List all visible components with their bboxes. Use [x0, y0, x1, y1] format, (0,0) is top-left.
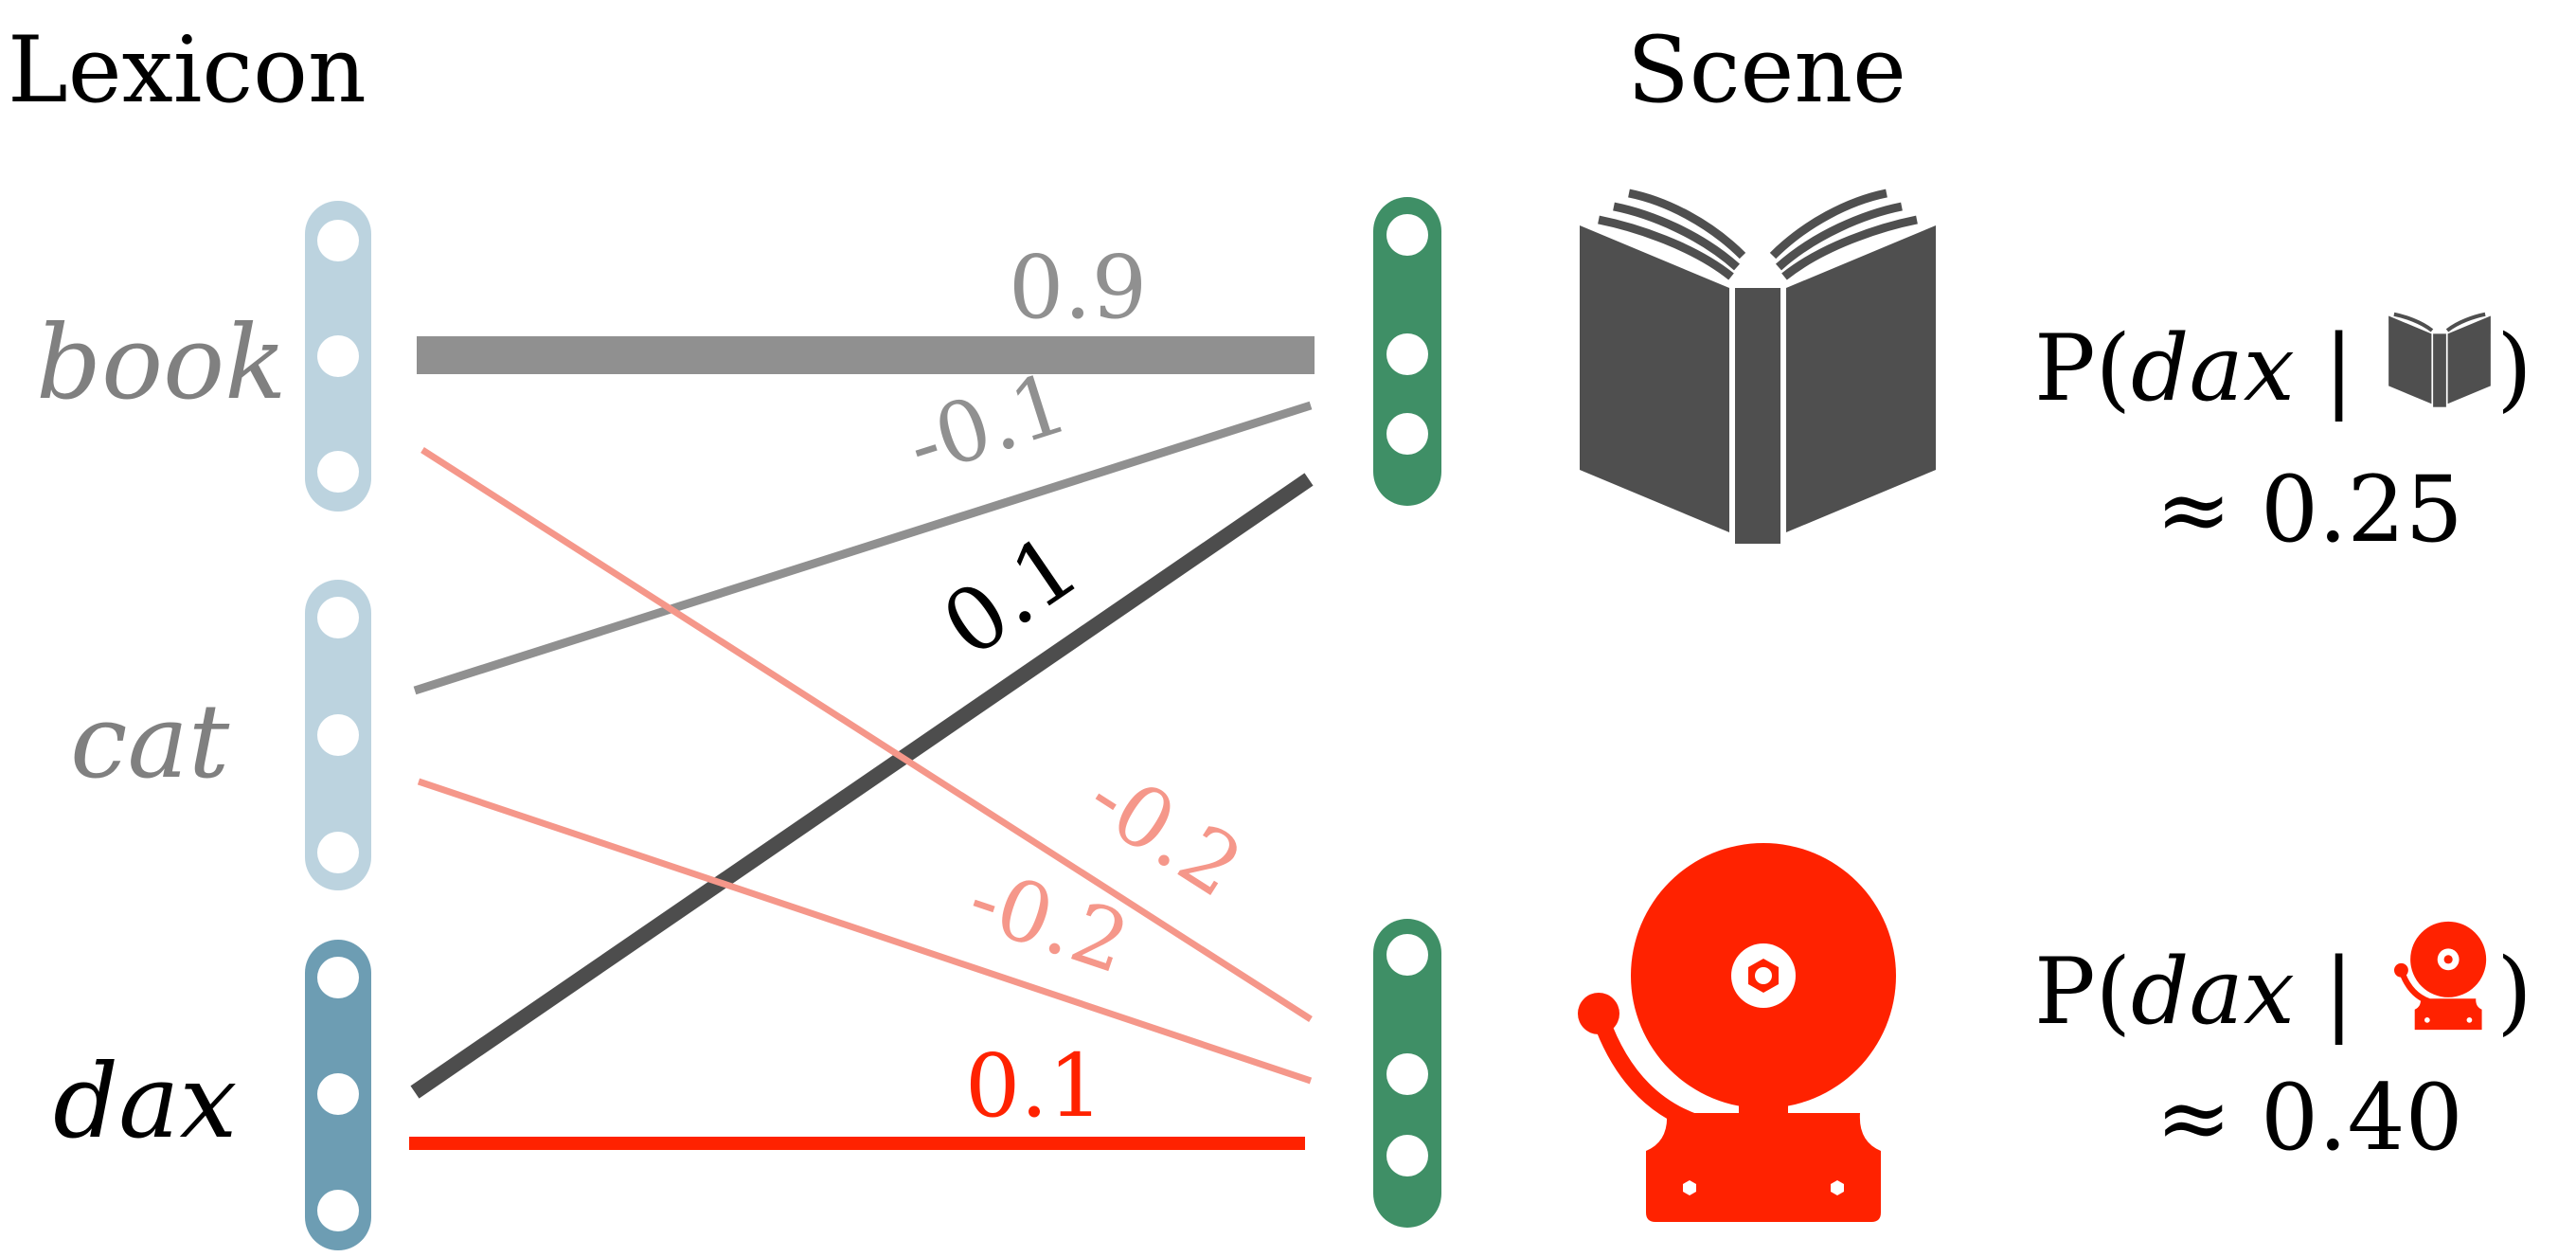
- object-vector-book: [1373, 197, 1441, 506]
- probability-expression-book: P(dax | ): [2034, 309, 2532, 414]
- scene-vectors: [1373, 197, 1441, 1228]
- word-vector-dax: [305, 940, 371, 1250]
- open-book-icon: [1580, 193, 1936, 544]
- lexicon-vectors: [305, 201, 371, 1250]
- prob-bar: |: [2323, 315, 2353, 422]
- scene-heading: Scene: [1627, 25, 1906, 116]
- probability-value-bell: ≈ 0.40: [2156, 1072, 2463, 1163]
- approx-symbol: ≈: [2156, 1065, 2231, 1171]
- lexicon-word-dax: dax: [53, 1051, 237, 1154]
- lexicon-word-book: book: [36, 313, 287, 415]
- approx-symbol: ≈: [2156, 457, 2231, 563]
- weight-line-cat-book: [415, 405, 1311, 691]
- open-book-icon: [2383, 309, 2496, 409]
- prob-prefix: P(: [2034, 939, 2131, 1045]
- weight-label-dax-bell: 0.1: [965, 1035, 1103, 1137]
- prob-word: dax: [2131, 315, 2295, 422]
- prob-suffix: ): [2496, 939, 2531, 1045]
- probability-number: 0.25: [2261, 457, 2463, 563]
- connections: [409, 355, 1315, 1143]
- word-vector-cat: [305, 580, 371, 890]
- prob-word: dax: [2131, 939, 2295, 1045]
- prob-suffix: ): [2496, 315, 2531, 422]
- prob-bar: |: [2323, 939, 2353, 1045]
- alarm-bell-icon: [1578, 843, 1896, 1222]
- weight-label-cat-book: -0.1: [896, 353, 1079, 494]
- lexicon-word-cat: cat: [70, 691, 229, 794]
- probability-number: 0.40: [2261, 1065, 2463, 1171]
- probability-value-book: ≈ 0.25: [2156, 464, 2463, 555]
- prob-prefix: P(: [2034, 315, 2131, 422]
- object-vector-bell: [1373, 919, 1441, 1228]
- probability-expression-bell: P(dax | ): [2034, 919, 2532, 1037]
- lexicon-heading: Lexicon: [8, 25, 367, 116]
- word-vector-book: [305, 201, 371, 512]
- alarm-bell-icon: [2383, 919, 2496, 1033]
- weight-label-dax-book: 0.1: [925, 515, 1097, 677]
- weight-label-book-book: 0.9: [1009, 237, 1147, 338]
